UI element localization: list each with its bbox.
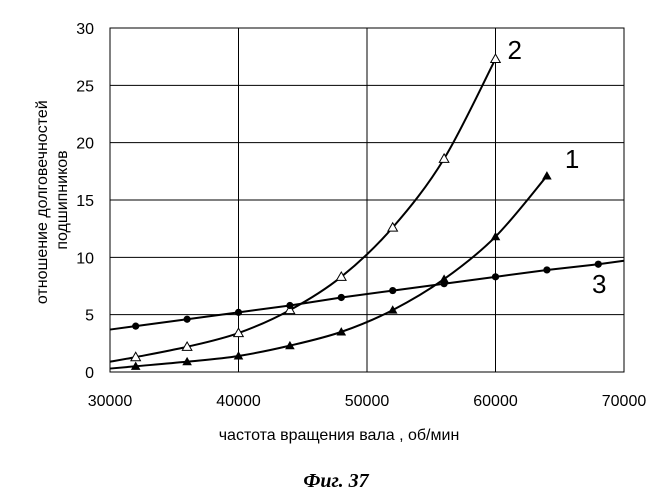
data-point (543, 266, 550, 273)
data-point (492, 273, 499, 280)
x-tick-labels: 30000 40000 50000 60000 70000 (88, 393, 647, 410)
curve-label-2: 2 (508, 35, 522, 65)
y-tick-label: 15 (76, 193, 94, 210)
data-point (286, 302, 293, 309)
y-tick-label: 5 (85, 308, 94, 325)
y-tick-label: 20 (76, 136, 94, 153)
x-tick-label: 60000 (473, 393, 518, 410)
figure-caption: Фиг. 37 (0, 470, 672, 493)
data-point (132, 323, 139, 330)
data-point (389, 287, 396, 294)
y-axis-title-line-1: отношение долговечностей (34, 100, 51, 304)
chart: 30000 40000 50000 60000 70000 0 5 10 15 20 25 30 1… (0, 0, 672, 470)
y-tick-labels: 0 5 10 15 20 25 30 (76, 21, 94, 382)
x-tick-label: 70000 (602, 393, 647, 410)
x-tick-label: 40000 (216, 393, 261, 410)
y-tick-label: 10 (76, 250, 94, 267)
x-tick-label: 50000 (345, 393, 390, 410)
data-point (595, 261, 602, 268)
y-tick-label: 30 (76, 21, 94, 38)
curve-label-3: 3 (592, 269, 606, 299)
x-axis-title: частота вращения вала , об/мин (219, 427, 460, 444)
y-tick-label: 25 (76, 78, 94, 95)
data-point (441, 280, 448, 287)
y-axis-title-line-2: подшипников (54, 150, 71, 249)
y-axis-title: отношение долговечностей подшипников (34, 96, 71, 304)
x-tick-label: 30000 (88, 393, 133, 410)
y-tick-label: 0 (85, 365, 94, 382)
data-point (184, 316, 191, 323)
data-point (338, 294, 345, 301)
data-point (235, 309, 242, 316)
curve-label-1: 1 (565, 144, 579, 174)
